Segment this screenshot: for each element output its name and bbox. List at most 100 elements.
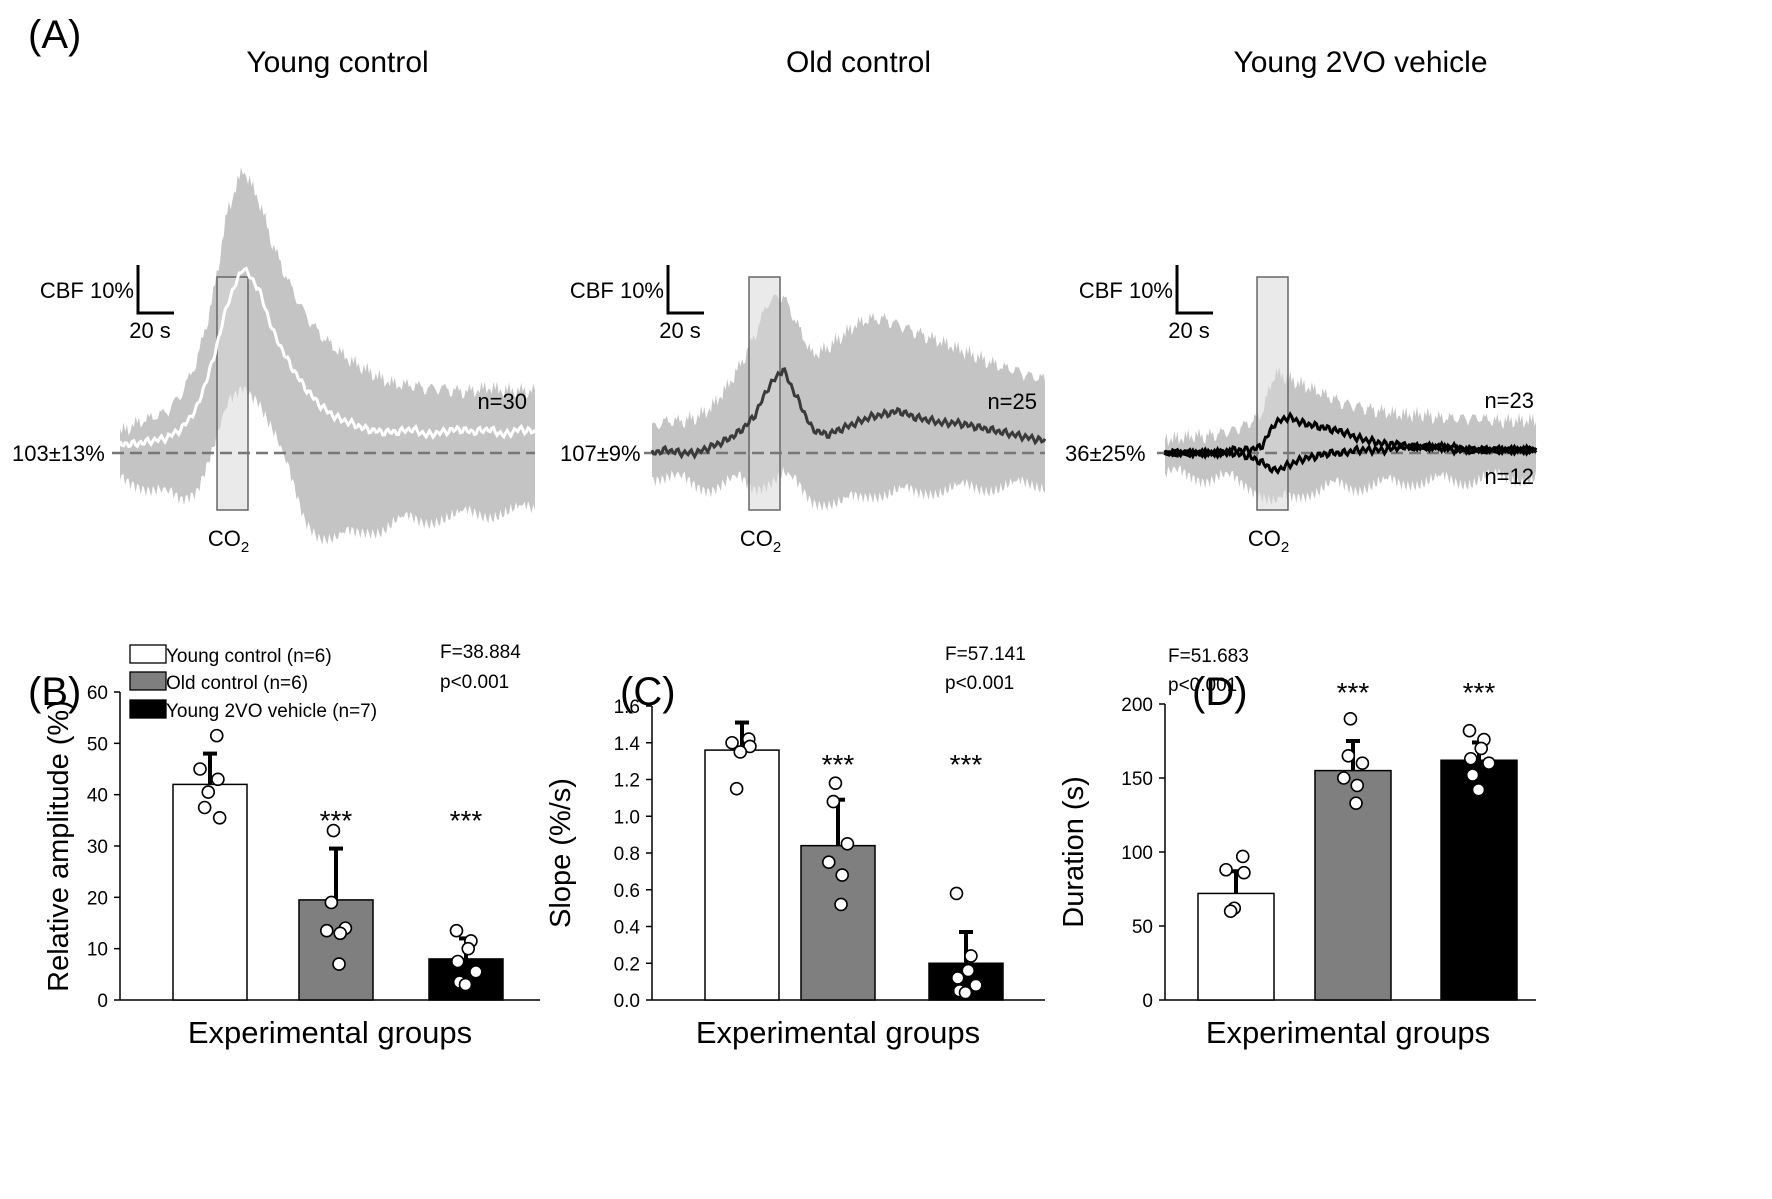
data-point	[1475, 742, 1487, 754]
significance-marker: ***	[320, 805, 353, 836]
data-point	[731, 783, 743, 795]
y-axis-label: Relative amplitude (%)	[43, 700, 75, 992]
n-label: n=30	[477, 389, 527, 414]
data-point	[965, 950, 977, 962]
scale-bar	[138, 265, 174, 313]
data-point	[950, 887, 962, 899]
x-axis-label: Experimental groups	[188, 1015, 472, 1050]
y-tick-label: 0.8	[614, 844, 640, 865]
legend-swatch	[130, 672, 166, 690]
p-value: p<0.001	[440, 672, 509, 693]
y-axis-label: Slope (%/s)	[545, 778, 577, 928]
panel-a-traces: Young control CBF 10% 20 s 103±13% n=30 CO2 Ol…	[12, 46, 1536, 556]
co2-label: CO2	[208, 526, 249, 556]
panel-bcd-bars: 0 10 20 30 40 50 60 Relative amplitude (%) Exper…	[43, 642, 1536, 1050]
sd-band	[652, 295, 1045, 512]
y-tick-label: 0.0	[614, 991, 640, 1012]
data-point	[333, 958, 345, 970]
data-point	[450, 925, 462, 937]
y-tick-label: 1.0	[614, 807, 640, 828]
y-tick-label: 0.2	[614, 954, 640, 975]
data-point	[734, 746, 746, 758]
data-point	[199, 802, 211, 814]
trace-panel-2: Old control CBF 10% 20 s 107±9% n=25 CO2	[560, 46, 1045, 556]
significance-marker: ***	[822, 749, 855, 780]
legend-swatch	[130, 645, 166, 663]
bar-1	[801, 846, 875, 1000]
significance-marker: ***	[1463, 677, 1496, 708]
scale-bar-x-label: 20 s	[1168, 318, 1210, 343]
scale-bar-x-label: 20 s	[659, 318, 701, 343]
scale-bar-x-label: 20 s	[129, 318, 171, 343]
y-tick-label: 1.2	[614, 771, 640, 792]
bar-0	[173, 784, 247, 1000]
trace-title: Young control	[246, 46, 428, 79]
y-tick-label: 0.4	[614, 918, 641, 939]
p-value: p<0.001	[945, 673, 1014, 694]
co2-label-main: CO	[1248, 526, 1281, 551]
data-point	[1338, 772, 1350, 784]
x-axis-label: Experimental groups	[696, 1015, 980, 1050]
f-statistic: F=38.884	[440, 642, 521, 663]
y-tick-label: 40	[87, 786, 108, 807]
y-tick-label: 200	[1121, 695, 1153, 716]
scale-bar-y-label: CBF 10%	[1079, 278, 1173, 303]
y-tick-label: 30	[87, 837, 108, 858]
data-point	[1463, 725, 1475, 737]
significance-marker: ***	[1337, 677, 1370, 708]
y-tick-label: 0	[1142, 991, 1153, 1012]
data-point	[325, 896, 337, 908]
sd-band	[120, 167, 535, 545]
n-label: n=12	[1484, 464, 1534, 489]
y-tick-label: 1.4	[614, 734, 641, 755]
legend-swatch	[130, 700, 166, 718]
data-point	[211, 730, 223, 742]
data-point	[1351, 779, 1363, 791]
y-tick-label: 100	[1121, 843, 1153, 864]
co2-label-main: CO	[208, 526, 241, 551]
data-point	[823, 856, 835, 868]
baseline-label: 36±25%	[1065, 441, 1146, 466]
data-point	[1467, 769, 1479, 781]
n-label: n=23	[1484, 388, 1534, 413]
y-tick-label: 0.6	[614, 881, 640, 902]
y-tick-label: 60	[87, 683, 108, 704]
data-point	[212, 773, 224, 785]
data-point	[470, 966, 482, 978]
trace-title: Old control	[786, 46, 931, 79]
data-point	[1237, 850, 1249, 862]
y-tick-label: 20	[87, 888, 108, 909]
co2-label: CO2	[740, 526, 781, 556]
data-point	[194, 763, 206, 775]
data-point	[1356, 757, 1368, 769]
y-tick-label: 50	[87, 734, 108, 755]
f-statistic: F=57.141	[945, 644, 1026, 665]
f-statistic: F=51.683	[1168, 646, 1249, 667]
data-point	[1238, 867, 1250, 879]
data-point	[841, 838, 853, 850]
data-point	[1350, 797, 1362, 809]
y-tick-label: 1.6	[614, 697, 640, 718]
significance-marker: ***	[450, 805, 483, 836]
panel-label-a: (A)	[28, 13, 81, 57]
data-point	[1342, 750, 1354, 762]
data-point	[962, 965, 974, 977]
scale-bar	[1177, 265, 1213, 313]
data-point	[1473, 784, 1485, 796]
co2-stimulus-box	[1257, 277, 1288, 510]
data-point	[202, 786, 214, 798]
baseline-label: 107±9%	[560, 441, 641, 466]
data-point	[1483, 757, 1495, 769]
y-axis-label: Duration (s)	[1058, 776, 1090, 928]
co2-label-main: CO	[740, 526, 773, 551]
data-point	[836, 869, 848, 881]
legend-label: Young control (n=6)	[166, 646, 332, 667]
baseline-label: 103±13%	[12, 441, 105, 466]
data-point	[970, 979, 982, 991]
y-tick-label: 10	[87, 940, 108, 961]
y-tick-label: 0	[97, 991, 108, 1012]
trace-title: Young 2VO vehicle	[1233, 46, 1487, 79]
data-point	[1344, 713, 1356, 725]
bar-chart-panel-c: 0.0 0.2 0.4 0.6 0.8 1.0 1.2 1.4 1.6 Slope (%/s) Ex…	[545, 644, 1045, 1050]
data-point	[835, 898, 847, 910]
